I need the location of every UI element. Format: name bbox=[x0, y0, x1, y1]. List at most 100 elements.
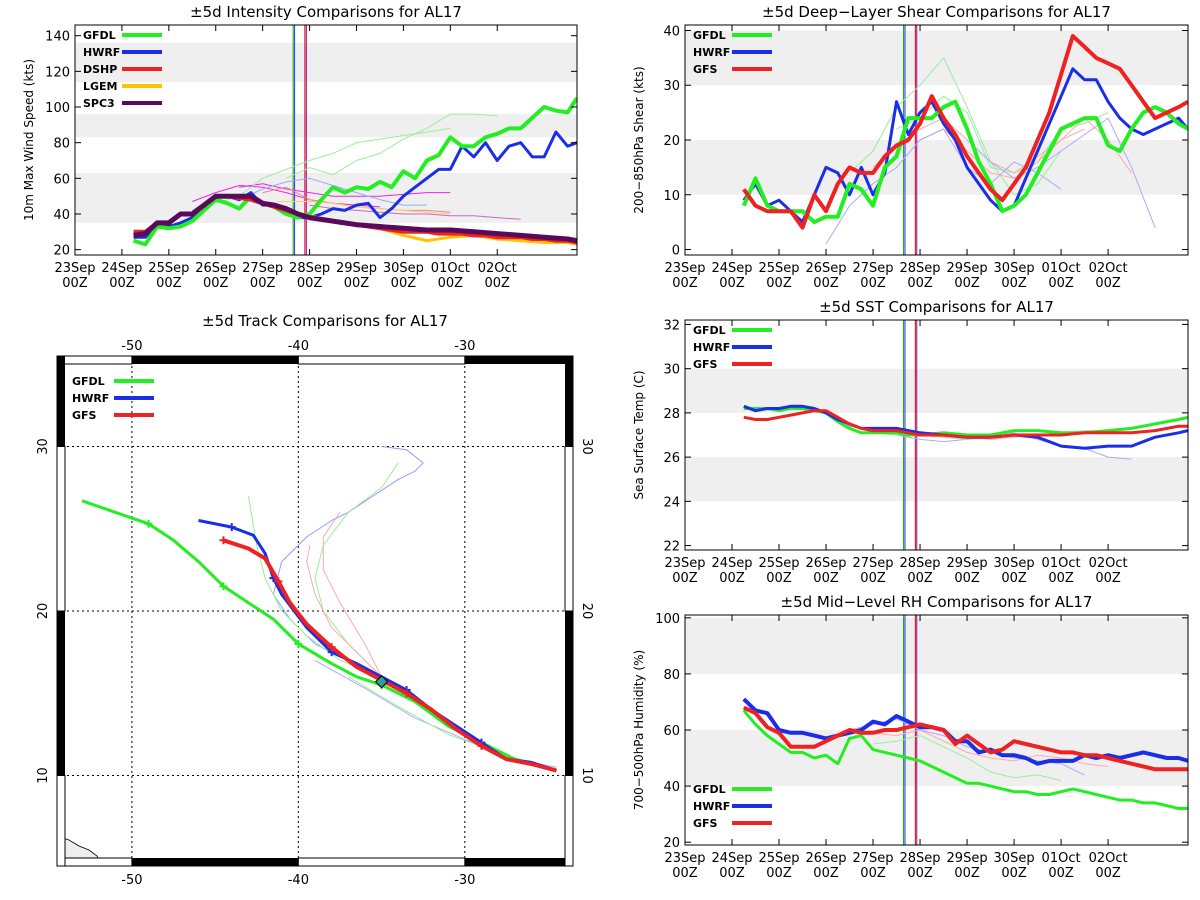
x-tick-label-hour: 00Z bbox=[813, 571, 839, 586]
sst-chart: 22242628303223Sep00Z24Sep00Z25Sep00Z26Se… bbox=[632, 298, 1189, 586]
border-segment bbox=[56, 775, 66, 867]
latitude-label-right: 20 bbox=[579, 603, 594, 620]
track-member bbox=[322, 512, 383, 678]
border-segment bbox=[131, 356, 299, 364]
border-segment bbox=[57, 356, 65, 447]
x-tick-label-date: 26Sep bbox=[806, 556, 847, 571]
x-tick-label-date: 24Sep bbox=[101, 261, 142, 276]
x-tick-label-hour: 00Z bbox=[1001, 866, 1027, 881]
x-tick-label-date: 24Sep bbox=[711, 261, 752, 276]
series-spc3 bbox=[133, 193, 577, 244]
border-segment bbox=[464, 858, 573, 866]
x-tick-label-date: 26Sep bbox=[806, 851, 847, 866]
x-tick-label-date: 01Oct bbox=[1042, 261, 1081, 276]
legend-label: HWRF bbox=[693, 341, 730, 354]
x-tick-label-hour: 00Z bbox=[813, 866, 839, 881]
y-tick-label: 22 bbox=[663, 540, 680, 555]
legend-label: GFDL bbox=[693, 29, 726, 42]
x-tick-label-hour: 00Z bbox=[907, 571, 933, 586]
latitude-label-left: 10 bbox=[36, 767, 51, 784]
x-tick-label-hour: 00Z bbox=[672, 276, 698, 291]
y-tick-label: 60 bbox=[663, 724, 680, 739]
x-tick-label-date: 30Sep bbox=[994, 261, 1035, 276]
border-segment bbox=[464, 356, 573, 364]
legend-label: GFS bbox=[693, 63, 718, 76]
x-tick-label-hour: 00Z bbox=[766, 276, 792, 291]
chart-title: ±5d Deep−Layer Shear Comparisons for AL1… bbox=[762, 3, 1111, 21]
x-tick-label-date: 29Sep bbox=[947, 261, 988, 276]
x-tick-label-date: 30Sep bbox=[994, 851, 1035, 866]
x-tick-label-hour: 00Z bbox=[62, 276, 88, 291]
x-tick-label-date: 23Sep bbox=[664, 556, 705, 571]
x-tick-label-hour: 00Z bbox=[1048, 571, 1074, 586]
x-tick-label-date: 26Sep bbox=[195, 261, 236, 276]
border-segment bbox=[131, 858, 299, 866]
y-tick-label: 120 bbox=[45, 65, 70, 80]
y-tick-label: 28 bbox=[663, 407, 680, 422]
track-gfs bbox=[222, 538, 557, 773]
series-group bbox=[133, 97, 577, 247]
series-gfdl bbox=[133, 97, 577, 247]
series-hwrf bbox=[742, 67, 1188, 224]
longitude-label-bottom: -30 bbox=[454, 873, 475, 888]
x-tick-label-date: 27Sep bbox=[242, 261, 283, 276]
y-tick-label: 20 bbox=[663, 134, 680, 149]
x-tick-label-hour: 00Z bbox=[719, 571, 745, 586]
series-member bbox=[192, 185, 381, 208]
x-tick-label-hour: 00Z bbox=[813, 276, 839, 291]
x-tick-label-hour: 00Z bbox=[1095, 866, 1121, 881]
legend-label: HWRF bbox=[693, 46, 730, 59]
x-tick-label-date: 02Oct bbox=[1089, 851, 1128, 866]
x-tick-label-hour: 00Z bbox=[954, 571, 980, 586]
longitude-label-top: -50 bbox=[121, 339, 142, 354]
series-member bbox=[215, 127, 451, 204]
y-axis-label: 10m Max Wind Speed (kts) bbox=[22, 59, 36, 221]
x-tick-label-date: 27Sep bbox=[853, 261, 894, 276]
series-gfs bbox=[743, 409, 1188, 439]
x-tick-label-hour: 00Z bbox=[1095, 571, 1121, 586]
plot-frame bbox=[74, 24, 578, 256]
border-segment bbox=[56, 445, 66, 612]
longitude-label-bottom: -50 bbox=[121, 873, 142, 888]
x-tick-label-date: 25Sep bbox=[758, 261, 799, 276]
legend-label: DSHP bbox=[83, 63, 117, 76]
x-tick-label-hour: 00Z bbox=[250, 276, 276, 291]
x-tick-label-date: 28Sep bbox=[900, 261, 941, 276]
track-chart: -50 -50 -40 -40 -30 -30 10 10 20 20 30 30 ±5d Track … bbox=[36, 312, 594, 888]
x-tick-label-hour: 00Z bbox=[719, 866, 745, 881]
series-gfs bbox=[742, 705, 1188, 772]
latitude-label-left: 20 bbox=[36, 603, 51, 620]
y-tick-label: 30 bbox=[663, 363, 680, 378]
y-tick-label: 100 bbox=[655, 612, 680, 627]
legend-label: GFS bbox=[693, 817, 718, 830]
x-tick-label-date: 27Sep bbox=[853, 556, 894, 571]
legend-label: SPC3 bbox=[83, 97, 115, 110]
border-segment bbox=[564, 445, 574, 612]
x-tick-label-hour: 00Z bbox=[860, 866, 886, 881]
track-member bbox=[314, 462, 399, 678]
chart-title: ±5d Intensity Comparisons for AL17 bbox=[190, 3, 462, 21]
x-tick-label-date: 01Oct bbox=[1042, 556, 1081, 571]
latitude-label-right: 30 bbox=[579, 438, 594, 455]
x-tick-label-date: 28Sep bbox=[900, 851, 941, 866]
legend-label: HWRF bbox=[83, 46, 120, 59]
x-tick-label-hour: 00Z bbox=[391, 276, 417, 291]
x-tick-label-date: 02Oct bbox=[1089, 556, 1128, 571]
x-tick-label-hour: 00Z bbox=[766, 571, 792, 586]
y-tick-label: 32 bbox=[663, 318, 680, 333]
shaded-band bbox=[685, 368, 1188, 413]
x-tick-label-date: 27Sep bbox=[853, 851, 894, 866]
x-tick-label-date: 01Oct bbox=[431, 261, 470, 276]
longitude-label-bottom: -40 bbox=[288, 873, 309, 888]
x-tick-label-hour: 00Z bbox=[860, 276, 886, 291]
y-tick-label: 40 bbox=[663, 780, 680, 795]
longitude-label-top: -30 bbox=[454, 339, 475, 354]
series-group bbox=[743, 404, 1188, 460]
x-tick-label-hour: 00Z bbox=[156, 276, 182, 291]
shear-chart: 01020304023Sep00Z24Sep00Z25Sep00Z26Sep00… bbox=[632, 3, 1189, 291]
x-tick-label-date: 30Sep bbox=[383, 261, 424, 276]
y-tick-label: 80 bbox=[53, 137, 70, 152]
x-tick-label-hour: 00Z bbox=[438, 276, 464, 291]
legend-label: LGEM bbox=[83, 80, 118, 93]
